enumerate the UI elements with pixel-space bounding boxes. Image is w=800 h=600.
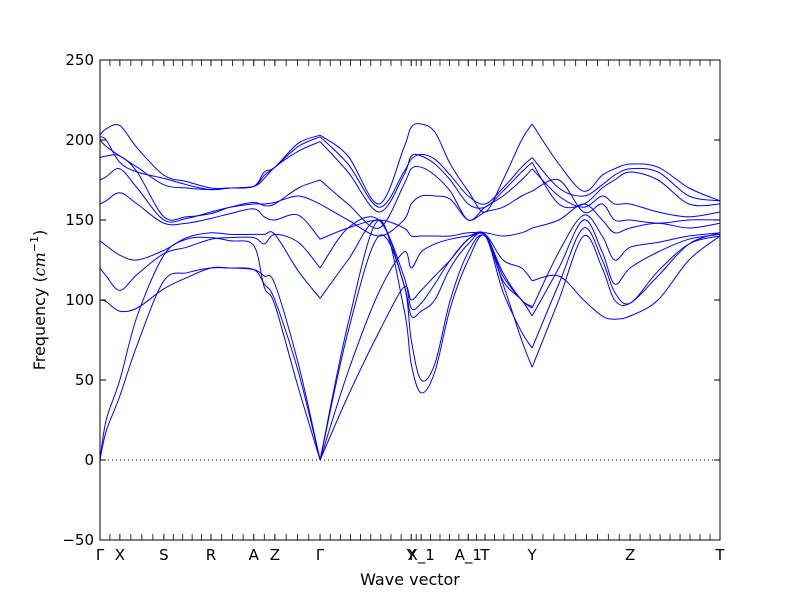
- band-line-26: [531, 219, 721, 317]
- x-tick-label: S: [159, 546, 169, 564]
- band-line-34: [531, 123, 721, 202]
- x-axis-title: Wave vector: [360, 570, 460, 589]
- x-tick-label: T: [479, 546, 490, 564]
- band-line-13: [319, 231, 533, 461]
- band-line-20: [319, 165, 533, 229]
- band-line-27: [531, 214, 721, 309]
- y-tick-label: 200: [65, 131, 94, 149]
- band-lines: [99, 123, 721, 461]
- band-line-15: [319, 219, 533, 461]
- x-tick-label: X: [115, 546, 125, 564]
- band-line-5: [99, 231, 321, 299]
- x-tick-label: R: [206, 546, 216, 564]
- band-line-7: [99, 168, 321, 223]
- x-ticks: Γ X S R A Z Γ YX_1 A_1T Y Z T: [96, 60, 725, 565]
- y-tick-label: −50: [62, 531, 94, 549]
- y-tick-label: 0: [84, 451, 94, 469]
- band-line-30: [531, 178, 721, 224]
- band-line-18: [319, 219, 533, 240]
- y-tick-label: 100: [65, 291, 94, 309]
- band-line-1: [99, 236, 321, 461]
- plot-area: [100, 60, 720, 540]
- plot-frame: [99, 59, 721, 541]
- band-line-24: [531, 232, 721, 368]
- band-line-3: [99, 266, 321, 461]
- y-axis-title-text: Frequency (: [30, 276, 49, 370]
- band-line-29: [531, 203, 721, 234]
- band-line-14: [319, 234, 533, 461]
- y-tick-label: 50: [75, 371, 94, 389]
- band-line-23: [319, 123, 533, 213]
- x-tick-label: Z: [270, 546, 280, 564]
- x-tick-label: A: [249, 546, 260, 564]
- y-axis-title-unit: cm: [30, 252, 49, 276]
- band-line-25: [531, 227, 721, 349]
- band-line-19: [319, 190, 533, 237]
- x-tick-label: Y: [527, 546, 538, 564]
- band-line-33: [531, 157, 721, 202]
- band-line-22: [319, 136, 533, 208]
- y-axis-title-close: ): [30, 230, 49, 236]
- band-line-12: [319, 231, 533, 461]
- y-tick-label: 150: [65, 211, 94, 229]
- x-tick-label: Y: [406, 546, 417, 564]
- band-line-11: [99, 124, 321, 190]
- band-line-21: [319, 141, 533, 213]
- x-tick-label: Z: [625, 546, 635, 564]
- y-axis-title-exponent: −1: [28, 236, 41, 252]
- band-line-32: [531, 162, 721, 209]
- y-tick-label: 250: [65, 51, 94, 69]
- y-axis-title: Frequency (cm−1): [28, 230, 49, 371]
- x-tick-label: Γ: [316, 546, 325, 564]
- band-line-31: [531, 168, 721, 218]
- y-ticks: −50 0 50 100 150 200 250: [62, 51, 720, 549]
- band-line-6: [99, 192, 321, 240]
- band-line-28: [532, 235, 721, 320]
- x-tick-label: Γ: [96, 546, 105, 564]
- x-tick-label: X_1: [407, 546, 434, 565]
- x-tick-label: A_1: [455, 546, 482, 565]
- x-tick-label: T: [714, 546, 725, 564]
